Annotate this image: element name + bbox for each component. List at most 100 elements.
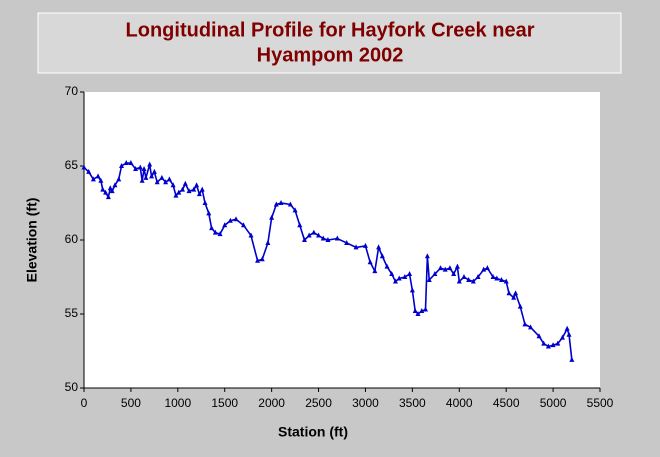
- point-marker: [536, 333, 542, 339]
- point-marker: [334, 235, 340, 241]
- x-tick-label: 3500: [399, 396, 426, 410]
- point-marker: [199, 186, 205, 192]
- point-marker: [240, 222, 246, 228]
- x-tick-label: 0: [81, 396, 88, 410]
- point-marker: [151, 168, 157, 174]
- point-marker: [233, 216, 239, 222]
- point-marker: [555, 340, 561, 346]
- point-marker: [451, 271, 457, 277]
- point-marker: [255, 257, 261, 263]
- point-marker: [494, 275, 500, 281]
- point-marker: [407, 271, 413, 277]
- point-marker: [396, 275, 402, 281]
- point-marker: [481, 266, 487, 272]
- point-marker: [412, 308, 418, 314]
- point-marker: [522, 321, 528, 327]
- point-marker: [424, 253, 430, 259]
- point-marker: [180, 186, 186, 192]
- point-marker: [320, 235, 326, 241]
- point-marker: [170, 182, 176, 188]
- point-marker: [107, 185, 113, 191]
- point-marker: [367, 259, 373, 265]
- point-marker: [116, 176, 122, 182]
- point-marker: [566, 331, 572, 337]
- point-marker: [265, 239, 271, 245]
- x-tick-label: 4500: [493, 396, 520, 410]
- point-marker: [384, 263, 390, 269]
- point-marker: [248, 232, 254, 238]
- point-marker: [392, 278, 398, 284]
- point-marker: [379, 253, 385, 259]
- point-marker: [447, 265, 453, 271]
- point-marker: [194, 182, 200, 188]
- point-marker: [81, 164, 87, 170]
- point-marker: [461, 274, 467, 279]
- point-marker: [372, 268, 378, 274]
- point-marker: [498, 276, 504, 282]
- point-marker: [409, 287, 415, 293]
- x-axis-label: Station (ft): [278, 424, 348, 440]
- x-tick-label: 1000: [164, 396, 191, 410]
- y-tick-label: 70: [65, 84, 79, 98]
- point-marker: [182, 180, 188, 186]
- point-marker: [133, 165, 139, 171]
- point-marker: [376, 244, 382, 250]
- point-marker: [511, 294, 517, 300]
- point-marker: [419, 308, 425, 314]
- point-marker: [166, 176, 172, 182]
- point-marker: [490, 274, 496, 279]
- x-tick-label: 3000: [352, 396, 379, 410]
- point-marker: [212, 229, 218, 235]
- point-marker: [98, 177, 104, 183]
- point-marker: [196, 191, 202, 197]
- point-marker: [154, 179, 160, 185]
- point-marker: [466, 276, 472, 282]
- point-marker: [422, 306, 428, 312]
- point-marker: [506, 290, 512, 296]
- point-marker: [316, 232, 322, 238]
- point-marker: [306, 232, 312, 238]
- point-marker: [297, 222, 303, 228]
- point-marker: [292, 207, 298, 213]
- point-marker: [141, 165, 147, 171]
- point-marker: [109, 188, 115, 194]
- point-marker: [287, 201, 293, 207]
- point-marker: [186, 188, 192, 194]
- y-tick-label: 60: [65, 232, 79, 246]
- point-marker: [119, 163, 125, 168]
- point-marker: [273, 201, 279, 207]
- x-tick-label: 2000: [258, 396, 285, 410]
- point-marker: [209, 225, 215, 231]
- y-tick-label: 50: [65, 380, 79, 394]
- point-marker: [541, 340, 547, 346]
- point-marker: [362, 242, 368, 248]
- x-tick-label: 4000: [446, 396, 473, 410]
- point-marker: [545, 343, 551, 349]
- x-tick-label: 1500: [211, 396, 238, 410]
- point-marker: [159, 174, 165, 180]
- x-tick-label: 5000: [540, 396, 567, 410]
- point-marker: [470, 278, 476, 284]
- y-tick-label: 65: [65, 158, 79, 172]
- point-marker: [301, 237, 307, 242]
- point-marker: [517, 303, 523, 309]
- point-marker: [415, 311, 421, 316]
- chart-title: Longitudinal Profile for Hayfork Creek n…: [126, 19, 535, 41]
- point-marker: [475, 274, 481, 279]
- point-marker: [202, 200, 208, 205]
- point-marker: [143, 174, 149, 180]
- point-marker: [259, 256, 265, 262]
- point-marker: [353, 244, 359, 250]
- point-marker: [269, 214, 275, 220]
- chart-title: Hyampom 2002: [257, 44, 404, 66]
- x-tick-label: 500: [121, 396, 141, 410]
- point-marker: [222, 222, 228, 228]
- point-marker: [105, 194, 111, 200]
- point-marker: [344, 239, 350, 245]
- point-marker: [311, 229, 317, 235]
- point-marker: [227, 217, 233, 223]
- point-marker: [123, 160, 129, 166]
- point-marker: [438, 265, 444, 271]
